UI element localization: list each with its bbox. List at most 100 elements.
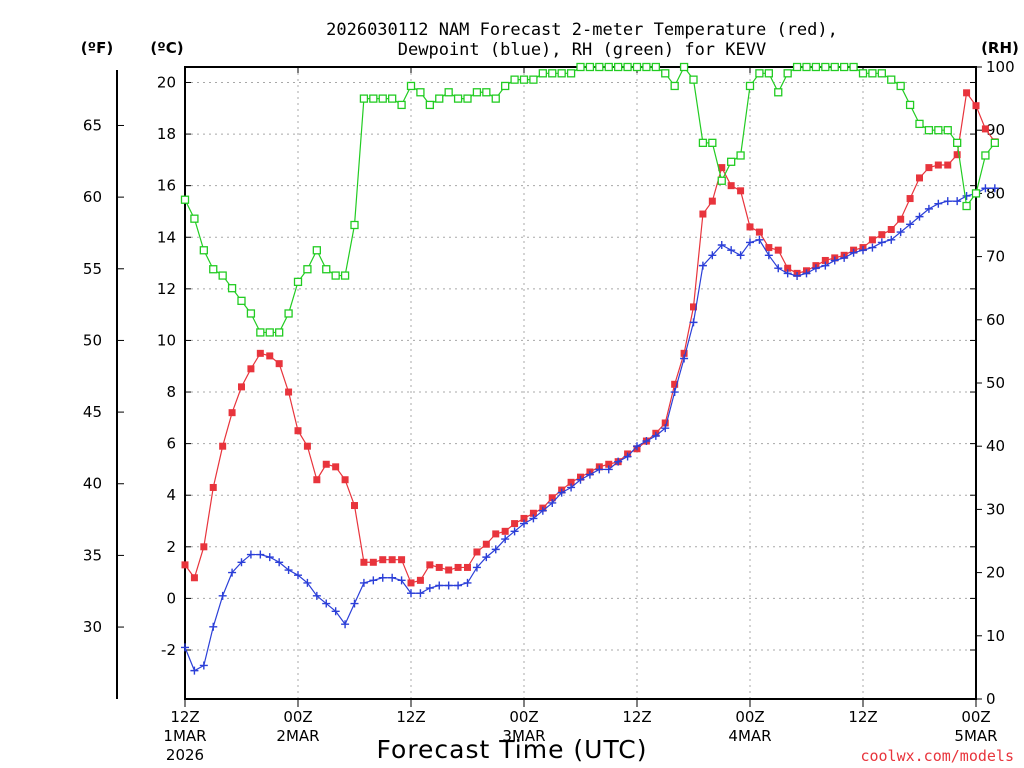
rh-point xyxy=(858,69,868,78)
fahrenheit-tick-label: 45 xyxy=(83,403,102,421)
dewpoint-point xyxy=(454,581,463,590)
rh-point xyxy=(943,126,952,135)
celsius-tick-label: -2 xyxy=(161,641,176,659)
rh-tick-label: 70 xyxy=(986,248,1005,266)
temperature-point xyxy=(944,161,952,169)
rh-point xyxy=(727,157,736,166)
rh-point xyxy=(557,69,566,78)
dewpoint-point xyxy=(906,220,915,229)
chart-title-line1: 2026030112 NAM Forecast 2-meter Temperat… xyxy=(326,20,838,40)
temperature-point xyxy=(285,388,293,396)
dewpoint-point xyxy=(755,235,764,244)
dewpoint-point xyxy=(595,465,604,474)
time-tick-label: 12Z xyxy=(170,708,199,726)
fahrenheit-tick-label: 40 xyxy=(83,475,102,493)
fahrenheit-tick-label: 60 xyxy=(83,188,102,206)
temperature-point xyxy=(699,210,707,218)
rh-point xyxy=(463,94,472,103)
temperature-point xyxy=(511,520,519,528)
time-tick-date: 3MAR xyxy=(502,727,545,745)
rh-point xyxy=(623,62,632,72)
rh-point xyxy=(322,265,331,274)
temperature-point xyxy=(887,226,895,234)
dewpoint-point xyxy=(670,388,679,397)
temperature-point xyxy=(784,264,792,272)
celsius-tick-label: 18 xyxy=(157,125,176,143)
dewpoint-point xyxy=(915,212,924,221)
temperature-point xyxy=(200,543,208,551)
dewpoint-point xyxy=(943,197,952,206)
rh-point xyxy=(491,94,500,103)
temperature-point xyxy=(228,409,236,417)
rh-point xyxy=(755,69,764,78)
dewpoint-point xyxy=(199,661,208,670)
dewpoint-point xyxy=(887,235,896,244)
rh-point xyxy=(388,94,397,103)
rh-point xyxy=(444,88,453,97)
temperature-point xyxy=(567,478,575,486)
time-tick-label: 00Z xyxy=(509,708,538,726)
series-layer xyxy=(180,62,999,675)
temperature-point xyxy=(868,236,876,244)
dewpoint-point xyxy=(585,470,594,479)
rh-point xyxy=(576,62,585,72)
rh-point xyxy=(453,94,463,103)
time-tick-label: 00Z xyxy=(283,708,312,726)
dewpoint-point xyxy=(463,578,472,587)
dewpoint-point xyxy=(689,318,698,327)
temperature-point xyxy=(332,463,340,471)
rh-point xyxy=(708,138,717,147)
temperature-point xyxy=(737,187,745,195)
x-axis-title: Forecast Time (UTC) xyxy=(377,735,648,764)
dewpoint-point xyxy=(529,514,538,523)
temperature-point xyxy=(727,182,735,190)
rh-point xyxy=(868,69,877,78)
rh-point xyxy=(934,126,943,135)
dewpoint-point xyxy=(472,563,481,572)
celsius-tick-label: 10 xyxy=(157,331,176,349)
rh-point xyxy=(180,195,190,204)
rh-point xyxy=(209,265,218,274)
celsius-unit-label: (ºC) xyxy=(150,39,183,57)
rh-point xyxy=(698,138,708,147)
rh-axis: 0 10 20 30 40 50 60 70 80 90 100 xyxy=(976,58,1015,708)
temperature-point xyxy=(680,349,688,357)
dewpoint-point xyxy=(407,589,415,598)
dewpoint-point xyxy=(303,578,312,587)
temperature-point xyxy=(934,161,942,169)
celsius-tick-label: 16 xyxy=(157,177,176,195)
celsius-tick-label: 14 xyxy=(157,228,176,246)
temperature-point xyxy=(690,303,697,311)
dewpoint-point xyxy=(218,591,227,600)
temperature-point xyxy=(256,349,264,357)
rh-point xyxy=(510,75,519,84)
rh-point xyxy=(199,246,208,255)
dewpoint-point xyxy=(482,553,491,562)
rh-point xyxy=(331,271,340,280)
temperature-point xyxy=(492,530,500,538)
dewpoint-point xyxy=(246,550,255,559)
temperature-point xyxy=(473,548,481,556)
rh-point xyxy=(792,62,802,72)
rh-tick-label: 20 xyxy=(986,564,1005,582)
rh-point xyxy=(501,81,510,91)
temperature-point xyxy=(661,419,669,427)
dewpoint-point xyxy=(567,483,576,492)
rh-point xyxy=(717,176,726,185)
rh-point xyxy=(689,75,698,84)
temperature-point xyxy=(464,563,471,571)
rh-point xyxy=(218,271,227,280)
temperature-point xyxy=(906,195,914,203)
temperature-point xyxy=(981,125,989,133)
temperature-point xyxy=(520,514,528,522)
dewpoint-point xyxy=(548,498,557,507)
dewpoint-point xyxy=(294,571,302,580)
temperature-point xyxy=(190,574,198,582)
fahrenheit-tick-label: 55 xyxy=(83,260,102,278)
time-tick-label: 12Z xyxy=(848,708,877,726)
dewpoint-point xyxy=(604,465,613,474)
temperature-point xyxy=(548,494,556,502)
temperature-point xyxy=(181,561,189,569)
temperature-point xyxy=(341,476,349,484)
